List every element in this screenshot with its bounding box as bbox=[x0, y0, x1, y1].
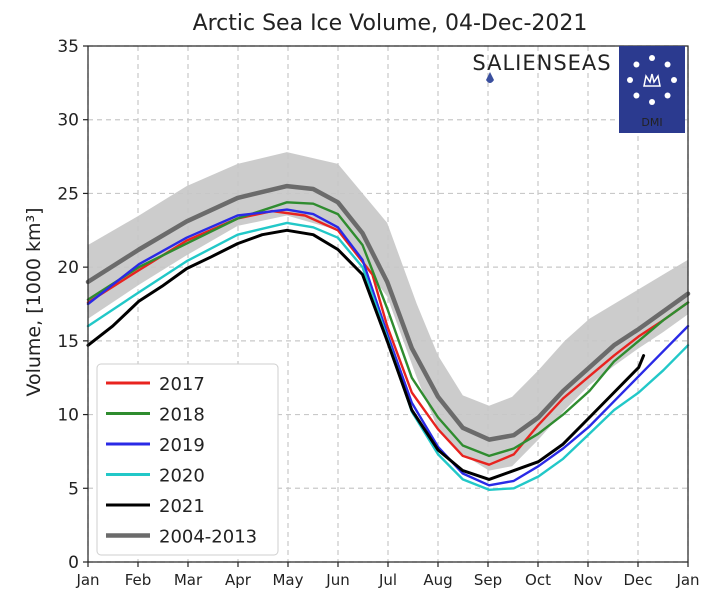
series-line-2017 bbox=[86, 209, 690, 466]
x-tick-label: Oct bbox=[525, 571, 551, 589]
series-line-2020 bbox=[86, 221, 690, 491]
series-line-2019 bbox=[86, 208, 690, 487]
dmi-logo: DMI bbox=[619, 46, 685, 133]
dmi-text: DMI bbox=[641, 116, 662, 129]
legend-label: 2021 bbox=[159, 496, 205, 517]
chart-title: Arctic Sea Ice Volume, 04-Dec-2021 bbox=[193, 11, 588, 36]
x-tick-label: Jun bbox=[325, 571, 349, 589]
legend-label: 2004-2013 bbox=[159, 527, 257, 548]
x-tick-labels: Jan Feb Mar Apr May Jun Jul Aug Sep Oct Nov Dec Jan bbox=[75, 562, 700, 589]
x-tick-label: Feb bbox=[125, 571, 152, 589]
brand-drop-icon bbox=[486, 72, 494, 83]
dmi-star-ring-icon bbox=[627, 55, 677, 105]
y-tick-labels: 0 5 10 15 20 25 30 35 bbox=[57, 37, 88, 573]
x-tick-label: Sep bbox=[474, 571, 502, 589]
x-tick-label: May bbox=[272, 571, 303, 589]
x-tick-label: Jul bbox=[378, 571, 397, 589]
x-tick-label: Jan bbox=[75, 571, 99, 589]
x-tick-label: Mar bbox=[174, 571, 203, 589]
dmi-star bbox=[649, 55, 655, 61]
y-tick-label: 0 bbox=[68, 553, 79, 573]
legend-label: 2019 bbox=[159, 435, 205, 456]
salienseas-logo: SALIENSEAS bbox=[472, 51, 611, 83]
dmi-star bbox=[633, 61, 640, 68]
y-tick-label: 35 bbox=[57, 37, 79, 57]
x-tick-label: Apr bbox=[225, 571, 252, 589]
dmi-star bbox=[633, 92, 640, 99]
dmi-star bbox=[671, 77, 677, 83]
y-tick-label: 5 bbox=[68, 479, 79, 499]
y-tick-label: 20 bbox=[57, 258, 79, 278]
y-tick-label: 10 bbox=[57, 406, 79, 426]
y-tick-label: 30 bbox=[57, 111, 79, 131]
legend-label: 2018 bbox=[159, 405, 205, 426]
x-tick-label: Aug bbox=[423, 571, 452, 589]
range-band-2004-2013 bbox=[88, 152, 688, 471]
dmi-star bbox=[664, 92, 671, 99]
y-tick-label: 25 bbox=[57, 184, 79, 204]
brand-text: SALIENSEAS bbox=[472, 51, 611, 75]
y-tick-label: 15 bbox=[57, 332, 79, 352]
legend-label: 2020 bbox=[159, 466, 205, 487]
dmi-star bbox=[664, 61, 671, 68]
x-tick-label: Nov bbox=[573, 571, 602, 589]
x-tick-label: Dec bbox=[623, 571, 652, 589]
series-line-2004-2013 bbox=[85, 183, 691, 442]
legend-label: 2017 bbox=[159, 374, 205, 395]
series-lines bbox=[85, 183, 691, 491]
y-axis-label: Volume, [1000 km³] bbox=[23, 207, 45, 396]
x-tick-label: Jan bbox=[675, 571, 699, 589]
series-line-2021 bbox=[86, 228, 646, 481]
range-band bbox=[88, 152, 688, 471]
dmi-star bbox=[627, 77, 633, 83]
dmi-star bbox=[649, 99, 655, 105]
legend: 2017 2018 2019 2020 2021 2004-2013 bbox=[96, 363, 279, 556]
crown-icon bbox=[643, 73, 661, 87]
